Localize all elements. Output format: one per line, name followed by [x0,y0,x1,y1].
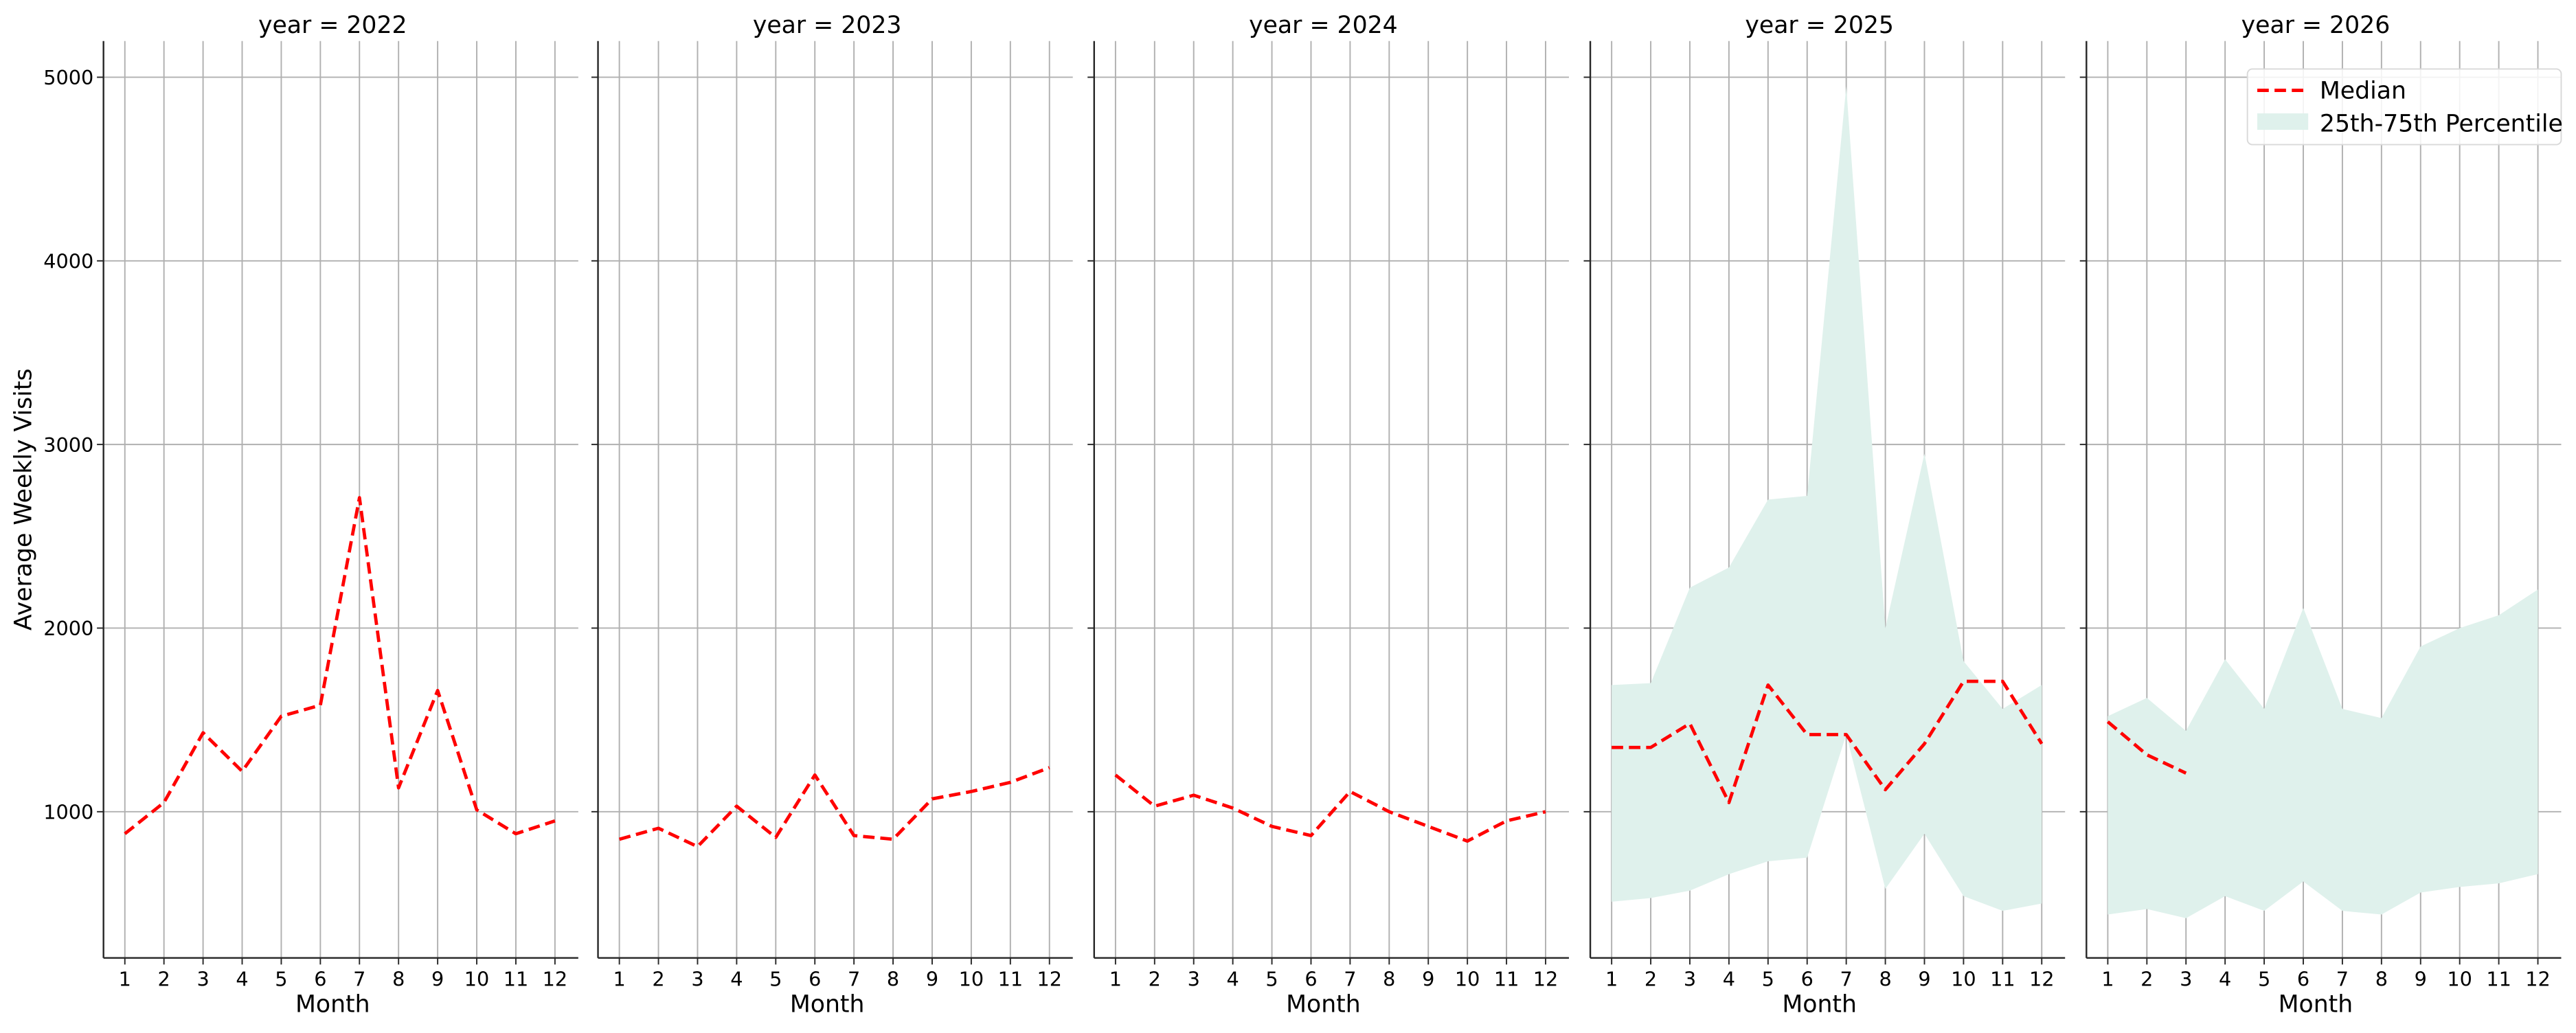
x-tick-label: 12 [1533,967,1559,990]
percentile-legend-icon [2257,113,2309,130]
x-tick-label: 11 [2486,967,2511,990]
x-tick-label: 12 [1037,967,1062,990]
x-tick-label: 4 [1723,967,1735,990]
y-tick-label: 3000 [43,433,93,457]
x-tick-label: 8 [1383,967,1395,990]
percentile-band [1612,86,2042,911]
x-tick-label: 2 [158,967,170,990]
x-tick-label: 1 [1109,967,1122,990]
x-tick-label: 8 [1879,967,1891,990]
legend-box [2246,68,2562,146]
legend-label-median: Median [2320,78,2406,105]
x-tick-label: 4 [2219,967,2231,990]
x-tick-label: 11 [504,967,529,990]
x-tick-label: 10 [959,967,984,990]
x-tick-label: 4 [730,967,743,990]
x-axis-label: Month [1782,991,1857,1019]
x-axis-label: Month [295,991,370,1019]
x-tick-label: 3 [196,967,209,990]
x-tick-label: 7 [848,967,860,990]
x-tick-label: 2 [2140,967,2153,990]
x-tick-label: 10 [464,967,490,990]
y-tick-label: 4000 [43,250,93,273]
legend-label-percentile: 25th-75th Percentile [2320,110,2563,137]
y-tick-label: 5000 [43,66,93,89]
x-tick-label: 7 [2336,967,2349,990]
x-tick-label: 11 [998,967,1024,990]
x-tick-label: 12 [2525,967,2551,990]
x-tick-label: 6 [1801,967,1814,990]
x-tick-label: 4 [1227,967,1239,990]
x-tick-label: 10 [1951,967,1976,990]
x-tick-label: 8 [2375,967,2388,990]
x-tick-label: 9 [2415,967,2427,990]
x-tick-label: 5 [769,967,782,990]
x-tick-label: 11 [1494,967,1519,990]
x-tick-label: 1 [119,967,131,990]
x-tick-label: 1 [613,967,625,990]
median-line [124,496,556,836]
x-tick-label: 5 [275,967,287,990]
x-tick-label: 9 [1422,967,1434,990]
x-tick-label: 6 [314,967,326,990]
x-tick-label: 9 [926,967,938,990]
x-tick-label: 2 [1645,967,1657,990]
x-tick-label: 6 [2297,967,2309,990]
x-tick-label: 3 [691,967,703,990]
x-tick-label: 10 [1455,967,1480,990]
y-tick-label: 1000 [43,801,93,824]
panel-title: year = 2023 [753,12,902,39]
x-axis-label: Month [2279,991,2353,1019]
x-tick-label: 2 [652,967,664,990]
x-tick-label: 7 [1840,967,1853,990]
x-tick-label: 7 [353,967,365,990]
x-tick-label: 3 [2180,967,2192,990]
x-tick-label: 3 [1188,967,1200,990]
x-tick-label: 6 [809,967,821,990]
x-tick-label: 2 [1149,967,1161,990]
median-line [2106,720,2187,775]
panel-title: year = 2022 [258,12,407,39]
x-tick-label: 5 [1762,967,1774,990]
x-tick-label: 11 [1990,967,2015,990]
panel-title: year = 2026 [2241,12,2391,39]
x-tick-label: 1 [2101,967,2114,990]
y-tick-label: 2000 [43,617,93,640]
median-line [1114,773,1546,843]
x-tick-label: 3 [1684,967,1696,990]
x-tick-label: 6 [1304,967,1317,990]
panel-1: 1 2 3 4 5 6 7 8 9 10 11 1210002000300040005000year … [43,12,578,1019]
x-axis-label: Month [1286,991,1361,1019]
x-tick-label: 5 [2258,967,2270,990]
x-tick-label: 12 [543,967,568,990]
x-tick-label: 5 [1265,967,1278,990]
x-tick-label: 7 [1344,967,1356,990]
y-axis-label: Average Weekly Visits [10,368,37,631]
panel-title: year = 2025 [1745,12,1894,39]
legend: Median 25th-75th Percentile [2246,68,2563,146]
x-tick-label: 12 [2029,967,2055,990]
x-axis-label: Month [790,991,865,1019]
panel-title: year = 2024 [1249,12,1398,39]
median-line [1612,679,2044,804]
x-tick-label: 9 [1918,967,1930,990]
x-tick-label: 9 [431,967,444,990]
x-tick-label: 10 [2447,967,2472,990]
x-tick-label: 4 [236,967,248,990]
x-tick-label: 8 [392,967,405,990]
percentile-band [2108,589,2538,918]
median-line [618,766,1050,849]
x-tick-label: 8 [887,967,899,990]
x-tick-label: 1 [1605,967,1618,990]
